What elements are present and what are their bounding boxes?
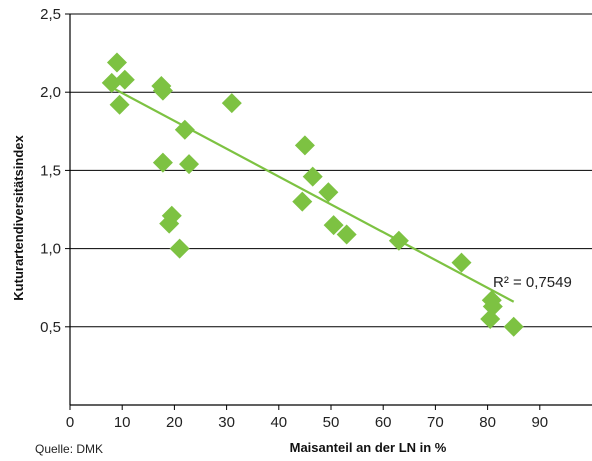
y-tick-label: 2,0 — [40, 84, 61, 101]
x-tick-label: 70 — [427, 414, 444, 431]
data-point — [152, 80, 173, 101]
r-squared-annotation: R² = 0,7549 — [493, 274, 572, 291]
data-point — [336, 224, 357, 245]
data-point — [179, 154, 200, 175]
x-tick-label: 20 — [166, 414, 183, 431]
x-tick-label: 10 — [114, 414, 131, 431]
x-axis-title: Maisanteil an der LN in % — [290, 440, 447, 455]
data-point — [503, 316, 524, 337]
y-ticks: 0,5 1,0 1,5 2,0 2,5 — [40, 6, 70, 336]
data-point — [323, 215, 344, 236]
data-point — [294, 135, 315, 156]
data-point — [451, 252, 472, 273]
y-tick-label: 0,5 — [40, 319, 61, 336]
data-point — [109, 94, 130, 115]
data-point — [106, 52, 127, 73]
trend-line — [111, 86, 515, 303]
data-point — [302, 166, 323, 187]
data-point — [221, 93, 242, 114]
x-tick-label: 80 — [479, 414, 496, 431]
x-tick-label: 30 — [218, 414, 235, 431]
data-point — [292, 191, 313, 212]
source-note: Quelle: DMK — [35, 442, 103, 456]
data-point — [152, 152, 173, 173]
data-points — [101, 52, 524, 337]
data-point — [161, 205, 182, 226]
data-point — [114, 69, 135, 90]
y-tick-label: 2,5 — [40, 6, 61, 23]
x-tick-label: 40 — [270, 414, 287, 431]
x-ticks: 0 10 20 30 40 50 60 70 80 90 — [66, 405, 548, 431]
y-axis-title: Kuturartendiversitätsindex — [11, 135, 26, 301]
data-point — [482, 296, 503, 317]
x-tick-label: 50 — [323, 414, 340, 431]
x-tick-label: 60 — [375, 414, 392, 431]
x-tick-label: 90 — [531, 414, 548, 431]
x-tick-label: 0 — [66, 414, 74, 431]
y-tick-label: 1,0 — [40, 241, 61, 258]
y-tick-label: 1,5 — [40, 162, 61, 179]
data-point — [318, 182, 339, 203]
data-point — [169, 238, 190, 259]
